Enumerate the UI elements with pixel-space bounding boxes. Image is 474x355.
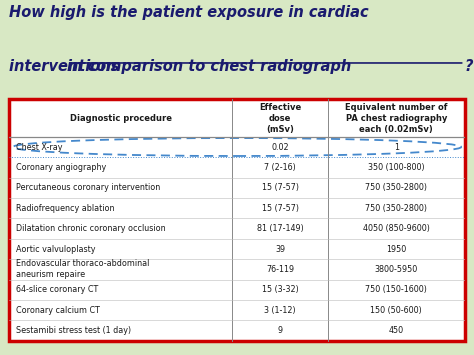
Text: 4050 (850-9600): 4050 (850-9600) xyxy=(363,224,430,233)
Text: Effective
dose
(mSv): Effective dose (mSv) xyxy=(259,103,301,134)
Text: 750 (350-2800): 750 (350-2800) xyxy=(365,183,427,192)
Text: interventions: interventions xyxy=(9,59,125,74)
Text: Aortic valvuloplasty: Aortic valvuloplasty xyxy=(16,245,96,253)
Text: 3 (1-12): 3 (1-12) xyxy=(264,306,296,315)
Text: 1: 1 xyxy=(394,142,399,152)
Text: 7 (2-16): 7 (2-16) xyxy=(264,163,296,172)
Text: 1950: 1950 xyxy=(386,245,406,253)
Text: 3800-5950: 3800-5950 xyxy=(374,265,418,274)
Text: 9: 9 xyxy=(278,326,283,335)
Text: 39: 39 xyxy=(275,245,285,253)
Text: Percutaneous coronary intervention: Percutaneous coronary intervention xyxy=(16,183,161,192)
Text: Coronary calcium CT: Coronary calcium CT xyxy=(16,306,100,315)
Text: 64-slice coronary CT: 64-slice coronary CT xyxy=(16,285,99,294)
FancyBboxPatch shape xyxy=(9,99,465,341)
Text: 15 (7-57): 15 (7-57) xyxy=(262,204,299,213)
Text: 350 (100-800): 350 (100-800) xyxy=(368,163,425,172)
Text: in comparison to chest radiograph: in comparison to chest radiograph xyxy=(67,59,352,74)
Text: Equivalent number of
PA chest radiography
each (0.02mSv): Equivalent number of PA chest radiograph… xyxy=(345,103,447,134)
Text: 750 (150-1600): 750 (150-1600) xyxy=(365,285,427,294)
Text: 15 (7-57): 15 (7-57) xyxy=(262,183,299,192)
Text: Diagnostic procedure: Diagnostic procedure xyxy=(70,114,172,122)
Text: 150 (50-600): 150 (50-600) xyxy=(370,306,422,315)
Text: 81 (17-149): 81 (17-149) xyxy=(257,224,304,233)
Text: 450: 450 xyxy=(389,326,404,335)
Text: Endovascular thoraco-abdominal
aneurism repaire: Endovascular thoraco-abdominal aneurism … xyxy=(16,260,150,279)
Text: Sestamibi stress test (1 day): Sestamibi stress test (1 day) xyxy=(16,326,131,335)
Text: 15 (3-32): 15 (3-32) xyxy=(262,285,299,294)
Text: Coronary angiography: Coronary angiography xyxy=(16,163,107,172)
Text: Dilatation chronic coronary occlusion: Dilatation chronic coronary occlusion xyxy=(16,224,166,233)
Text: 0.02: 0.02 xyxy=(272,142,289,152)
Text: Chest X-ray: Chest X-ray xyxy=(16,142,63,152)
Text: Radiofrequency ablation: Radiofrequency ablation xyxy=(16,204,115,213)
Text: 750 (350-2800): 750 (350-2800) xyxy=(365,204,427,213)
Text: ?: ? xyxy=(465,59,473,74)
Text: 76-119: 76-119 xyxy=(266,265,294,274)
Text: How high is the patient exposure in cardiac: How high is the patient exposure in card… xyxy=(9,5,369,21)
